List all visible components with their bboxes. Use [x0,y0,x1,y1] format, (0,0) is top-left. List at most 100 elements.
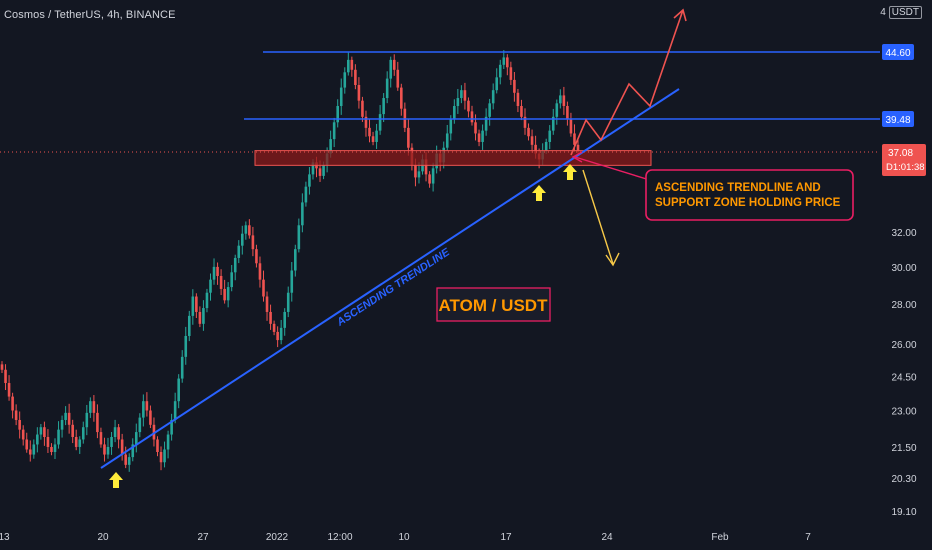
candle[interactable] [382,93,385,123]
currency-selector[interactable]: 4 USDT [880,6,922,19]
candle[interactable] [248,219,251,239]
candle[interactable] [516,88,520,113]
candle[interactable] [308,167,311,195]
candle[interactable] [407,119,410,156]
candle[interactable] [113,419,117,443]
candle[interactable] [290,262,294,302]
candle[interactable] [124,446,127,469]
candle[interactable] [240,225,244,255]
candle[interactable] [506,54,509,76]
candle[interactable] [262,270,265,302]
candle[interactable] [488,98,491,126]
candle[interactable] [191,289,195,325]
candle[interactable] [431,162,435,192]
candle[interactable] [209,273,212,301]
candle[interactable] [258,256,262,288]
candle[interactable] [205,288,209,313]
candle[interactable] [71,419,74,444]
candle[interactable] [99,427,103,448]
candle[interactable] [357,77,361,109]
candle[interactable] [354,64,357,90]
candle[interactable] [202,300,205,331]
candle[interactable] [371,131,375,146]
candle[interactable] [456,88,460,114]
candle[interactable] [149,405,152,429]
callout-box[interactable] [645,169,854,221]
candle[interactable] [21,425,25,446]
candle[interactable] [4,364,7,391]
candle[interactable] [566,101,569,126]
candle[interactable] [375,123,378,149]
candle[interactable] [276,326,279,348]
candle[interactable] [481,124,484,150]
candle[interactable] [569,112,573,137]
candle[interactable] [237,240,241,264]
candle[interactable] [428,171,431,188]
candle[interactable] [350,56,354,77]
candle[interactable] [173,392,177,424]
candle[interactable] [127,453,131,472]
candle[interactable] [14,404,18,426]
candle[interactable] [297,218,301,253]
candle[interactable] [145,392,149,417]
candle[interactable] [219,269,223,296]
support-zone[interactable] [254,150,652,166]
candle[interactable] [53,438,57,460]
candle[interactable] [177,374,180,409]
candle[interactable] [527,123,530,141]
candle[interactable] [43,421,46,446]
candle[interactable] [396,61,400,91]
candle[interactable] [378,105,382,135]
candle[interactable] [223,279,226,304]
candle[interactable] [368,119,371,143]
candle[interactable] [0,361,4,374]
candle[interactable] [523,108,527,135]
candle[interactable] [39,423,43,440]
candle[interactable] [495,68,499,94]
candle[interactable] [279,319,283,345]
candle[interactable] [304,181,308,207]
bearish-projection-path[interactable] [582,169,614,265]
candle[interactable] [283,308,286,336]
ascending-trendline[interactable] [100,88,680,469]
candle[interactable] [184,326,188,365]
candle[interactable] [520,99,523,121]
candle[interactable] [103,437,106,462]
candle[interactable] [233,254,237,281]
candle[interactable] [212,258,216,285]
candle[interactable] [198,306,202,328]
candle[interactable] [46,429,50,454]
candle[interactable] [159,446,163,471]
candle[interactable] [389,56,393,88]
candle[interactable] [36,427,39,453]
candle[interactable] [92,395,96,422]
candle[interactable] [530,129,534,153]
candle[interactable] [226,282,230,308]
candle[interactable] [156,436,159,457]
candle[interactable] [57,421,60,449]
candle[interactable] [470,105,474,126]
candle[interactable] [85,404,89,436]
candle[interactable] [163,441,166,468]
candle[interactable] [67,403,71,434]
candle[interactable] [463,82,467,110]
candle[interactable] [120,433,124,461]
candle[interactable] [7,375,11,401]
candle[interactable] [106,437,110,459]
candle[interactable] [96,404,99,439]
candle[interactable] [195,293,198,319]
candle[interactable] [64,406,67,426]
candle[interactable] [477,129,481,147]
candle[interactable] [400,83,403,116]
candle[interactable] [60,415,64,438]
candle[interactable] [559,89,562,109]
candle[interactable] [25,432,29,453]
candle[interactable] [89,397,92,418]
candle[interactable] [18,411,21,439]
candle[interactable] [513,71,516,102]
bullish-projection-path[interactable] [570,9,684,156]
candle[interactable] [265,291,269,321]
candle[interactable] [364,110,368,137]
candle[interactable] [343,67,347,94]
